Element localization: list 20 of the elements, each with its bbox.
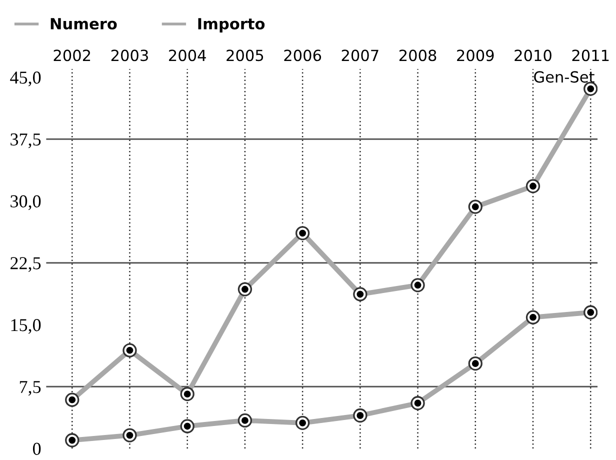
y-tick-label: 22,5	[10, 257, 41, 272]
x-tick-label: 2003	[111, 50, 148, 62]
legend-label: Importo	[198, 18, 265, 32]
x-tick-label: 2008	[399, 50, 436, 62]
legend-label: Numero	[50, 18, 117, 30]
y-tick-label: 30,0	[10, 195, 41, 210]
y-tick-label: 45,0	[10, 72, 41, 86]
x-tick-label: 2011	[572, 50, 609, 62]
x-tick-label: 2004	[169, 50, 206, 62]
x-tick-label: 2009	[457, 50, 494, 62]
x-tick-label: 2005	[226, 50, 264, 62]
y-tick-label: 7,5	[20, 381, 41, 396]
y-tick-label: 0	[33, 442, 41, 455]
x-tick-label: 2007	[342, 50, 378, 62]
annotation: Gen-Set	[534, 71, 594, 83]
y-tick-label: 15,0	[11, 319, 41, 334]
x-tick-label: 2002	[54, 50, 90, 62]
x-tick-label: 2006	[284, 50, 322, 62]
x-tick-label: 2010	[514, 50, 552, 62]
y-tick-label: 37,5	[10, 133, 41, 148]
